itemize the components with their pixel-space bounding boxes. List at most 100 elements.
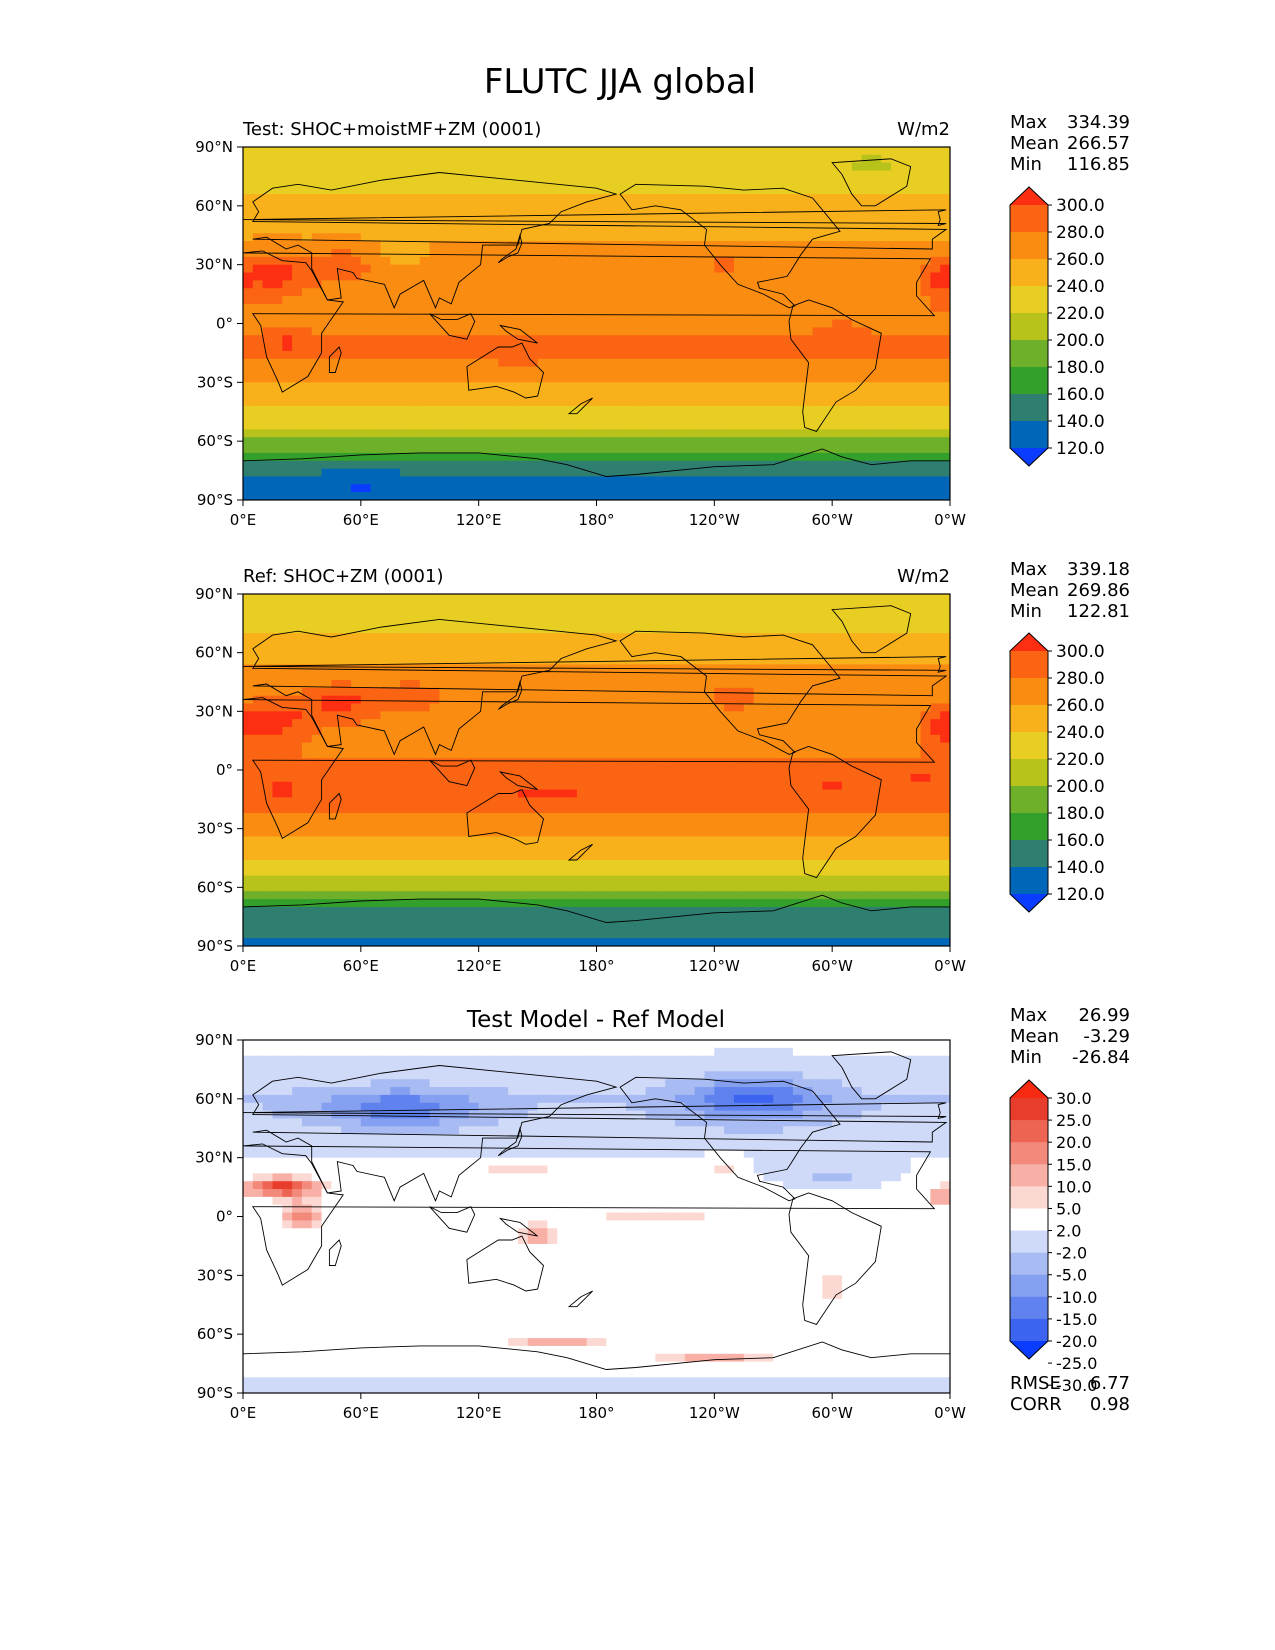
heatmap-cell: [282, 648, 293, 658]
heatmap-cell: [498, 633, 509, 642]
heatmap-cell: [567, 178, 578, 187]
heatmap-cell: [527, 594, 539, 603]
heatmap-cell: [429, 687, 440, 697]
heatmap-cell: [498, 366, 509, 376]
heatmap-cell: [645, 374, 657, 383]
heatmap-cell: [478, 484, 490, 493]
heatmap-cell: [311, 680, 323, 689]
heatmap-cell: [262, 594, 274, 603]
heatmap-cell: [694, 703, 706, 712]
heatmap-cell: [655, 296, 666, 305]
heatmap-cell: [537, 601, 548, 611]
heatmap-cell: [861, 601, 873, 611]
heatmap-cell: [920, 703, 931, 712]
heatmap-cell: [243, 327, 254, 336]
heatmap-cell: [940, 186, 950, 195]
heatmap-cell: [508, 390, 519, 399]
heatmap-cell: [910, 327, 922, 336]
heatmap-cell: [292, 468, 303, 478]
heatmap-cell: [616, 398, 627, 407]
heatmap-cell: [704, 303, 715, 313]
heatmap-cell: [537, 437, 548, 446]
heatmap-cell: [635, 358, 647, 368]
heatmap-cell: [547, 319, 558, 329]
heatmap-cell: [792, 398, 804, 407]
heatmap-cell: [321, 413, 332, 423]
heatmap-cell: [792, 319, 804, 329]
heatmap-cell: [891, 390, 902, 399]
heatmap-cell: [763, 625, 774, 634]
heatmap-cell: [272, 343, 283, 352]
heatmap-cell: [429, 256, 440, 266]
heatmap-cell: [910, 264, 922, 274]
heatmap-cell: [625, 225, 637, 234]
heatmap-cell: [360, 695, 372, 705]
heatmap-cell: [370, 609, 382, 619]
heatmap-cell: [822, 421, 833, 430]
heatmap-cell: [498, 186, 509, 195]
heatmap-cell: [478, 147, 490, 156]
heatmap-cell: [684, 734, 696, 744]
heatmap-cell: [783, 601, 794, 611]
heatmap-cell: [792, 609, 804, 619]
heatmap-cell: [635, 452, 647, 462]
heatmap-cell: [635, 609, 647, 619]
heatmap-cell: [930, 405, 941, 415]
heatmap-cell: [301, 726, 313, 736]
heatmap-cell: [616, 413, 627, 423]
heatmap-cell: [370, 272, 382, 281]
heatmap-cell: [606, 672, 617, 681]
heatmap-cell: [380, 280, 391, 289]
heatmap-cell: [645, 476, 657, 485]
heatmap-cell: [459, 374, 470, 383]
heatmap-cell: [341, 617, 352, 626]
heatmap-cell: [380, 186, 391, 195]
heatmap-cell: [478, 766, 490, 775]
heatmap-cell: [567, 398, 578, 407]
heatmap-cell: [282, 726, 293, 736]
heatmap-cell: [940, 601, 950, 611]
heatmap-cell: [311, 719, 323, 728]
heatmap-cell: [675, 421, 686, 430]
heatmap-cell: [478, 680, 490, 689]
heatmap-cell: [331, 382, 342, 391]
heatmap-cell: [802, 194, 814, 203]
heatmap-cell: [891, 296, 902, 305]
heatmap-cell: [252, 421, 264, 430]
heatmap-cell: [380, 750, 391, 759]
heatmap-cell: [851, 758, 863, 767]
heatmap-cell: [478, 335, 490, 344]
heatmap-cell: [861, 758, 873, 767]
heatmap-cell: [243, 194, 254, 203]
heatmap-cell: [920, 343, 931, 352]
heatmap-cell: [606, 311, 617, 321]
heatmap-cell: [832, 640, 843, 650]
heatmap-cell: [272, 609, 283, 619]
heatmap-cell: [557, 288, 568, 297]
heatmap-cell: [783, 194, 794, 203]
heatmap-cell: [822, 319, 833, 329]
heatmap-cell: [370, 711, 382, 720]
heatmap-cell: [429, 766, 440, 775]
heatmap-cell: [400, 264, 411, 274]
heatmap-cell: [841, 374, 853, 383]
heatmap-cell: [606, 186, 617, 195]
heatmap-cell: [252, 437, 264, 446]
heatmap-cell: [743, 350, 755, 360]
heatmap-cell: [537, 366, 548, 376]
heatmap-cell: [331, 633, 342, 642]
heatmap-cell: [773, 201, 784, 211]
heatmap-cell: [812, 452, 823, 462]
heatmap-cell: [321, 217, 332, 227]
heatmap-cell: [517, 233, 529, 242]
heatmap-cell: [576, 429, 588, 438]
heatmap-cell: [527, 687, 539, 697]
heatmap-cell: [252, 296, 264, 305]
heatmap-cell: [488, 194, 499, 203]
heatmap-cell: [468, 366, 480, 376]
heatmap-cell: [537, 640, 548, 650]
heatmap-cell: [321, 350, 332, 360]
heatmap-cell: [508, 648, 519, 658]
heatmap-cell: [940, 625, 950, 634]
heatmap-cell: [802, 492, 814, 500]
